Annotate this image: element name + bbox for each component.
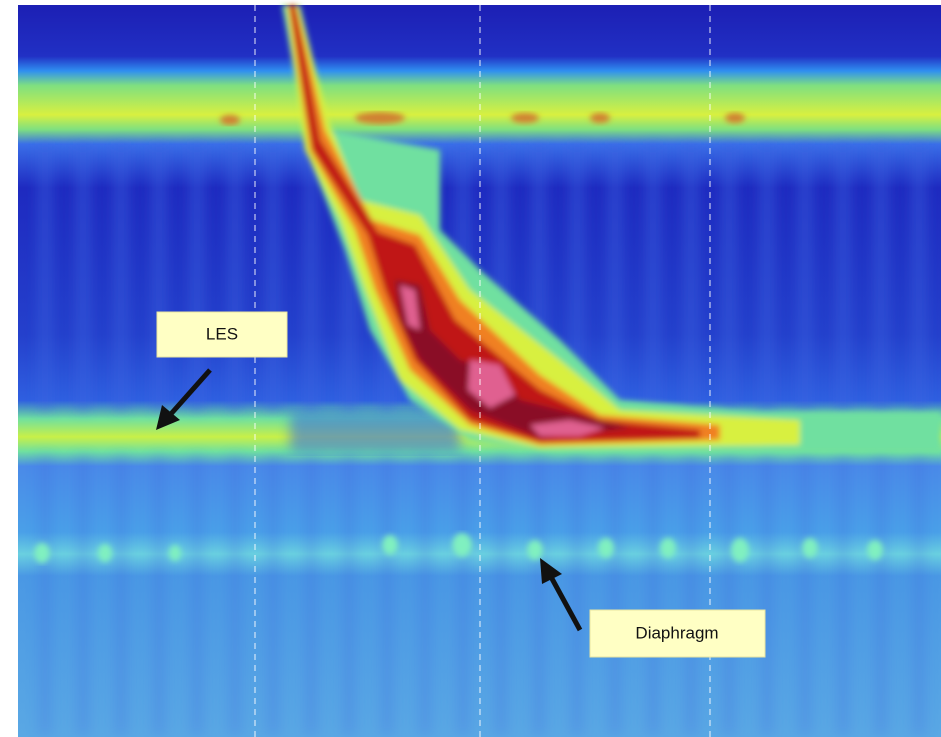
plot [18, 5, 941, 737]
label-text: Diaphragm [635, 623, 718, 642]
manometry-image: LES Diaphragm [0, 0, 941, 737]
band-gap [290, 412, 460, 452]
label-text: LES [206, 324, 238, 343]
